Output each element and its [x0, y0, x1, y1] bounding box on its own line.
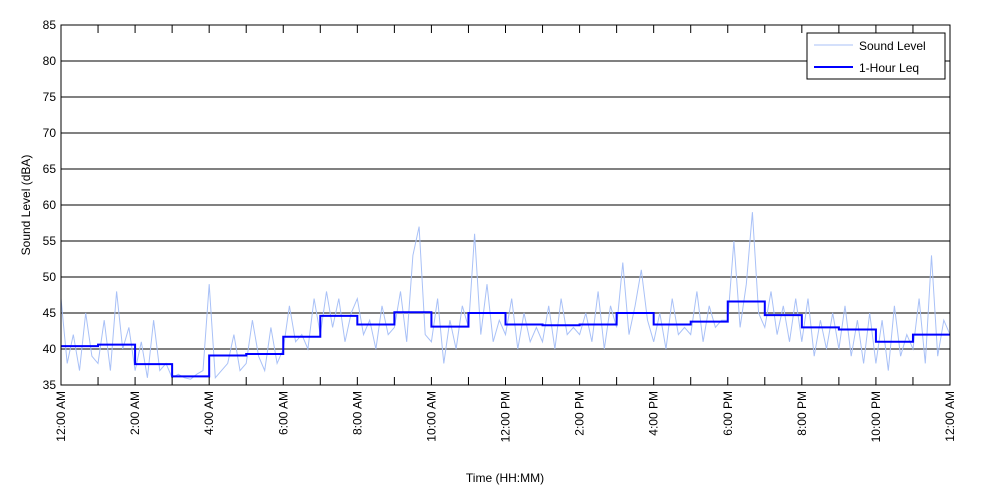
x-tick-label: 2:00 PM: [573, 391, 587, 436]
y-tick-label: 70: [43, 126, 57, 140]
legend-label-leq: 1-Hour Leq: [859, 61, 919, 75]
x-tick-label: 12:00 AM: [943, 391, 957, 442]
x-tick-label: 6:00 PM: [721, 391, 735, 436]
y-tick-label: 55: [43, 234, 57, 248]
x-tick-label: 4:00 PM: [647, 391, 661, 436]
y-tick-label: 35: [43, 378, 57, 392]
x-tick-label: 8:00 PM: [795, 391, 809, 436]
legend-label-sound-level: Sound Level: [859, 39, 926, 53]
x-tick-label: 12:00 PM: [499, 391, 513, 442]
x-tick-label: 10:00 PM: [869, 391, 883, 442]
grid-lines: [61, 60, 950, 350]
y-tick-label: 85: [43, 18, 57, 32]
y-axis-label: Sound Level (dBA): [19, 155, 33, 256]
y-tick-label: 45: [43, 306, 57, 320]
y-tick-label: 40: [43, 342, 57, 356]
x-axis-label: Time (HH:MM): [466, 471, 544, 485]
leq-step-line: [61, 300, 950, 378]
x-tick-label: 4:00 AM: [202, 391, 216, 435]
x-tick-label: 8:00 AM: [350, 391, 364, 435]
x-tick-label: 10:00 AM: [424, 391, 438, 442]
leq-series: [61, 300, 950, 378]
legend: Sound Level 1-Hour Leq: [806, 32, 946, 80]
x-tick-label: 6:00 AM: [276, 391, 290, 435]
axis-ticks: 35 40 45 50 55 60 65 70 75 80 85 12:00 AM 2:00 AM 4:0…: [43, 18, 957, 442]
y-tick-label: 60: [43, 198, 57, 212]
y-tick-label: 65: [43, 162, 57, 176]
sound-level-line: [60, 212, 951, 380]
x-tick-label: 2:00 AM: [128, 391, 142, 435]
y-tick-label: 80: [43, 54, 57, 68]
sound-level-series: [60, 212, 951, 380]
y-tick-label: 75: [43, 90, 57, 104]
y-tick-label: 50: [43, 270, 57, 284]
x-tick-label: 12:00 AM: [54, 391, 68, 442]
